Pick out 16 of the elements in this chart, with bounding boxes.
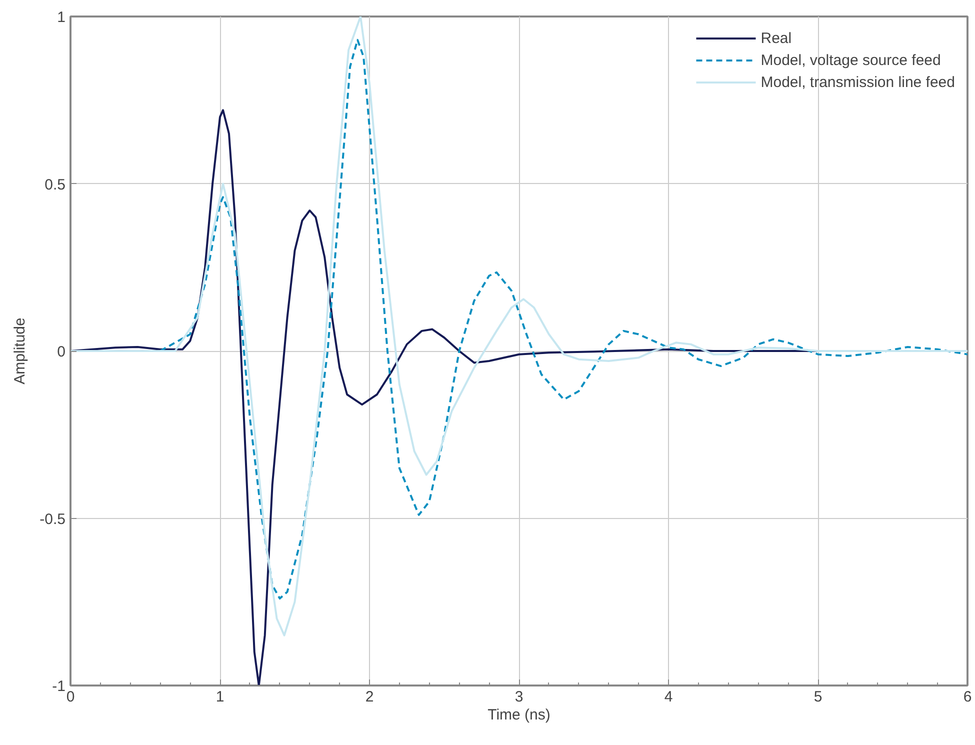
- x-tick-label: 3: [514, 688, 524, 706]
- y-tick-label: 0.5: [44, 176, 66, 194]
- y-tick-label: 0: [57, 344, 66, 360]
- y-tick-label: -1: [52, 678, 66, 695]
- x-axis-title: Time (ns): [488, 706, 550, 724]
- x-tick-label: 5: [814, 688, 822, 706]
- y-tick-label: -0.5: [40, 510, 66, 528]
- y-tick-label: 1: [57, 9, 66, 26]
- x-tick-label: 6: [963, 688, 972, 706]
- y-axis-title: Amplitude: [12, 318, 29, 384]
- x-tick-label: 1: [216, 688, 224, 706]
- legend-label: Real: [760, 30, 792, 46]
- x-tick-label: 2: [365, 688, 374, 706]
- legend-label: Model, transmission line feed: [760, 74, 955, 90]
- x-tick-label: 4: [664, 688, 673, 706]
- legend-label: Model, voltage source feed: [760, 52, 941, 68]
